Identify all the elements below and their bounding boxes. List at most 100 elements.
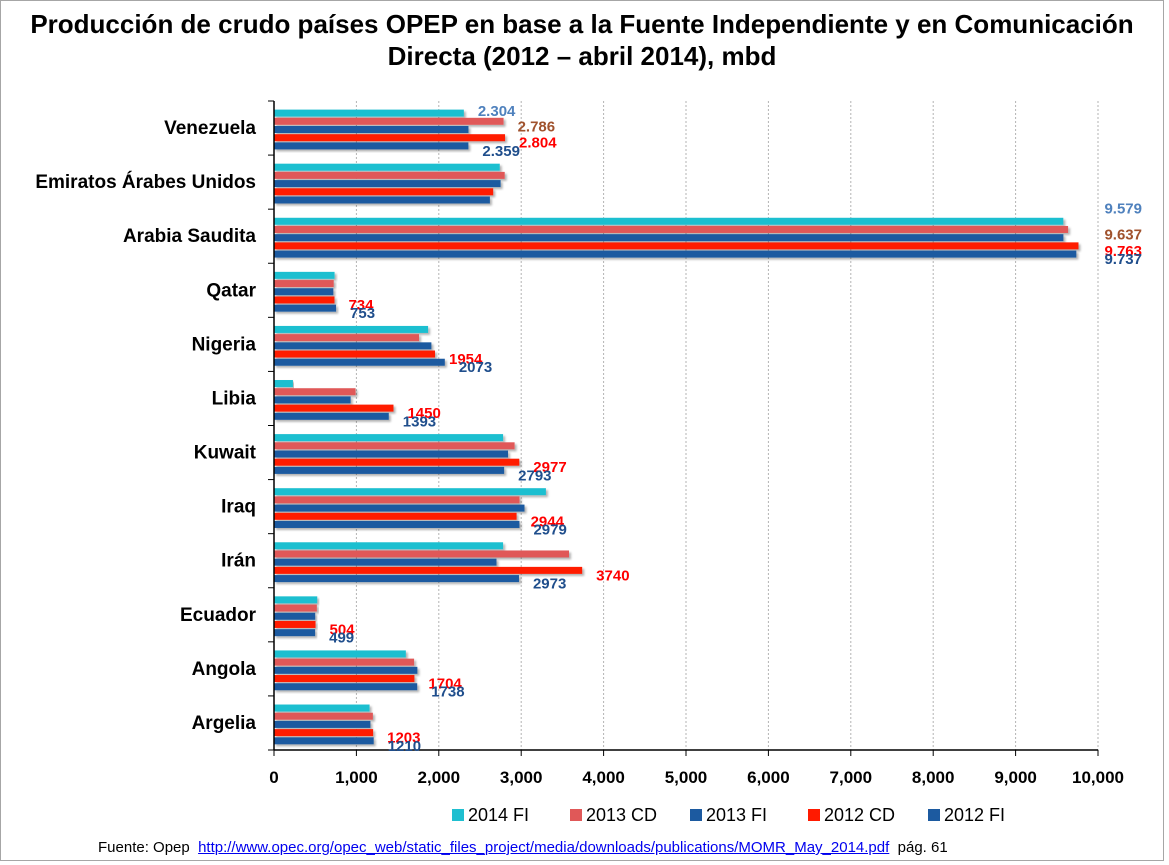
bar-qatar-2013-fi — [274, 288, 334, 296]
category-label-iraq: Iraq — [221, 497, 256, 518]
x-tick-label: 4,000 — [582, 768, 625, 787]
bar-iraq-2012-cd — [274, 512, 517, 520]
bar-nigeria-2013-fi — [274, 342, 432, 350]
x-tick-label: 5,000 — [665, 768, 708, 787]
bar-angola-2012-cd — [274, 675, 415, 683]
legend-label-2014-fi: 2014 FI — [468, 805, 529, 825]
axes: 0 1,000 2,000 3,000 4,000 5,000 6,000 7,000 8,00… — [35, 100, 1124, 787]
data-label-iran-2012-cd: 3740 — [596, 567, 629, 584]
bar-nigeria-2013-cd — [274, 334, 420, 342]
bar-ecuador-2013-fi — [274, 612, 316, 620]
category-label-argelia: Argelia — [192, 713, 257, 734]
bar-iran-2012-cd — [274, 566, 583, 574]
source-suffix: pág. 61 — [897, 839, 948, 856]
gridlines — [355, 101, 1099, 750]
data-label-nigeria-2012-cd: 1954 — [449, 351, 483, 368]
data-label-venezuela-2014-fi: 2.304 — [478, 103, 516, 120]
bar-qatar-2012-fi — [274, 304, 337, 312]
source-link[interactable]: http://www.opec.org/opec_web/static_file… — [198, 839, 890, 856]
bar-angola-2014-fi — [274, 650, 406, 658]
x-tick-label: 2,000 — [418, 768, 461, 787]
legend-swatch-2013-cd — [570, 809, 582, 821]
data-label-arabia-saudita-2012-fi: 9.737 — [1104, 251, 1142, 268]
category-label-libia: Libia — [212, 388, 257, 409]
bar-qatar-2013-cd — [274, 280, 334, 288]
bar-ecuador-2014-fi — [274, 596, 318, 604]
bar-emiratos-arabes-unidos-2013-fi — [274, 180, 501, 188]
bar-angola-2013-fi — [274, 666, 418, 674]
bar-emiratos-arabes-unidos-2014-fi — [274, 163, 500, 171]
bar-kuwait-2012-fi — [274, 466, 505, 474]
legend-swatch-2012-fi — [928, 809, 940, 821]
bar-libia-2012-cd — [274, 404, 394, 412]
bar-argelia-2014-fi — [274, 704, 370, 712]
bar-libia-2013-cd — [274, 388, 356, 396]
data-label-angola-2012-cd: 1704 — [428, 676, 462, 693]
bar-iraq-2014-fi — [274, 488, 546, 496]
data-label-libia-2012-fi: 1393 — [403, 413, 436, 430]
category-label-qatar: Qatar — [206, 280, 256, 301]
category-label-emiratos-arabes-unidos: Emiratos Árabes Unidos — [35, 171, 256, 193]
data-label-qatar-2012-fi: 753 — [350, 305, 375, 322]
bar-qatar-2012-cd — [274, 296, 335, 304]
legend: 2014 FI 2013 CD 2013 FI 2012 CD 2012 FI — [452, 805, 1005, 825]
x-tick-label: 0 — [269, 768, 278, 787]
bar-venezuela-2013-cd — [274, 117, 504, 125]
data-label-iraq-2012-fi: 2979 — [533, 521, 566, 538]
data-label-iran-2012-fi: 2973 — [533, 576, 566, 593]
category-label-arabia-saudita: Arabia Saudita — [123, 226, 256, 247]
bar-venezuela-2013-fi — [274, 126, 469, 133]
legend-label-2012-fi: 2012 FI — [944, 805, 1005, 825]
category-label-nigeria: Nigeria — [192, 334, 257, 355]
legend-swatch-2013-fi — [690, 809, 702, 821]
bar-iran-2014-fi — [274, 542, 504, 550]
category-label-iran: Irán — [221, 551, 256, 572]
bar-angola-2012-fi — [274, 683, 418, 691]
x-tick-label: 8,000 — [912, 768, 955, 787]
legend-label-2012-cd: 2012 CD — [824, 805, 895, 825]
bar-arabia-saudita-2013-cd — [274, 225, 1069, 233]
data-label-qatar-2012-cd: 734 — [348, 297, 374, 314]
bar-iraq-2013-cd — [274, 496, 520, 504]
bar-arabia-saudita-2013-fi — [274, 234, 1064, 242]
legend-label-2013-fi: 2013 FI — [706, 805, 767, 825]
x-tick-label: 3,000 — [500, 768, 543, 787]
data-label-venezuela-2013-cd: 2.786 — [518, 118, 556, 135]
bar-emiratos-arabes-unidos-2012-fi — [274, 196, 490, 204]
bar-iraq-2013-fi — [274, 504, 525, 512]
bar-libia-2012-fi — [274, 412, 389, 420]
bar-libia-2014-fi — [274, 380, 293, 388]
bar-argelia-2013-fi — [274, 720, 371, 728]
bar-argelia-2012-fi — [274, 737, 374, 745]
data-label-ecuador-2012-fi: 499 — [329, 630, 354, 647]
bar-emiratos-arabes-unidos-2012-cd — [274, 188, 494, 196]
category-label-angola: Angola — [192, 659, 257, 680]
bar-kuwait-2014-fi — [274, 434, 504, 442]
bar-venezuela-2014-fi — [274, 109, 464, 117]
bar-arabia-saudita-2012-fi — [274, 250, 1077, 258]
bar-kuwait-2013-cd — [274, 442, 515, 450]
bar-libia-2013-fi — [274, 396, 351, 404]
category-label-ecuador: Ecuador — [180, 605, 257, 626]
bar-angola-2013-cd — [274, 658, 415, 666]
chart-title: Producción de crudo países OPEP en base … — [30, 9, 1134, 71]
bar-nigeria-2012-cd — [274, 350, 436, 358]
bar-argelia-2012-cd — [274, 729, 374, 737]
bar-ecuador-2013-cd — [274, 604, 317, 612]
x-tick-label: 6,000 — [747, 768, 790, 787]
legend-swatch-2014-fi — [452, 809, 464, 821]
legend-label-2013-cd: 2013 CD — [586, 805, 657, 825]
source-prefix: Fuente: Opep — [98, 839, 190, 856]
x-tick-label: 7,000 — [830, 768, 873, 787]
legend-swatch-2012-cd — [808, 809, 820, 821]
data-label-venezuela-2012-cd: 2.804 — [519, 135, 557, 152]
bar-nigeria-2012-fi — [274, 358, 445, 366]
bar-iran-2013-cd — [274, 550, 569, 558]
bar-ecuador-2012-cd — [274, 620, 316, 628]
data-label-iraq-2012-cd: 2944 — [531, 513, 565, 530]
bar-qatar-2014-fi — [274, 271, 335, 279]
data-label-venezuela-2012-fi: 2.359 — [482, 143, 520, 160]
data-label-libia-2012-cd: 1450 — [407, 405, 440, 422]
bar-venezuela-2012-fi — [274, 142, 469, 150]
